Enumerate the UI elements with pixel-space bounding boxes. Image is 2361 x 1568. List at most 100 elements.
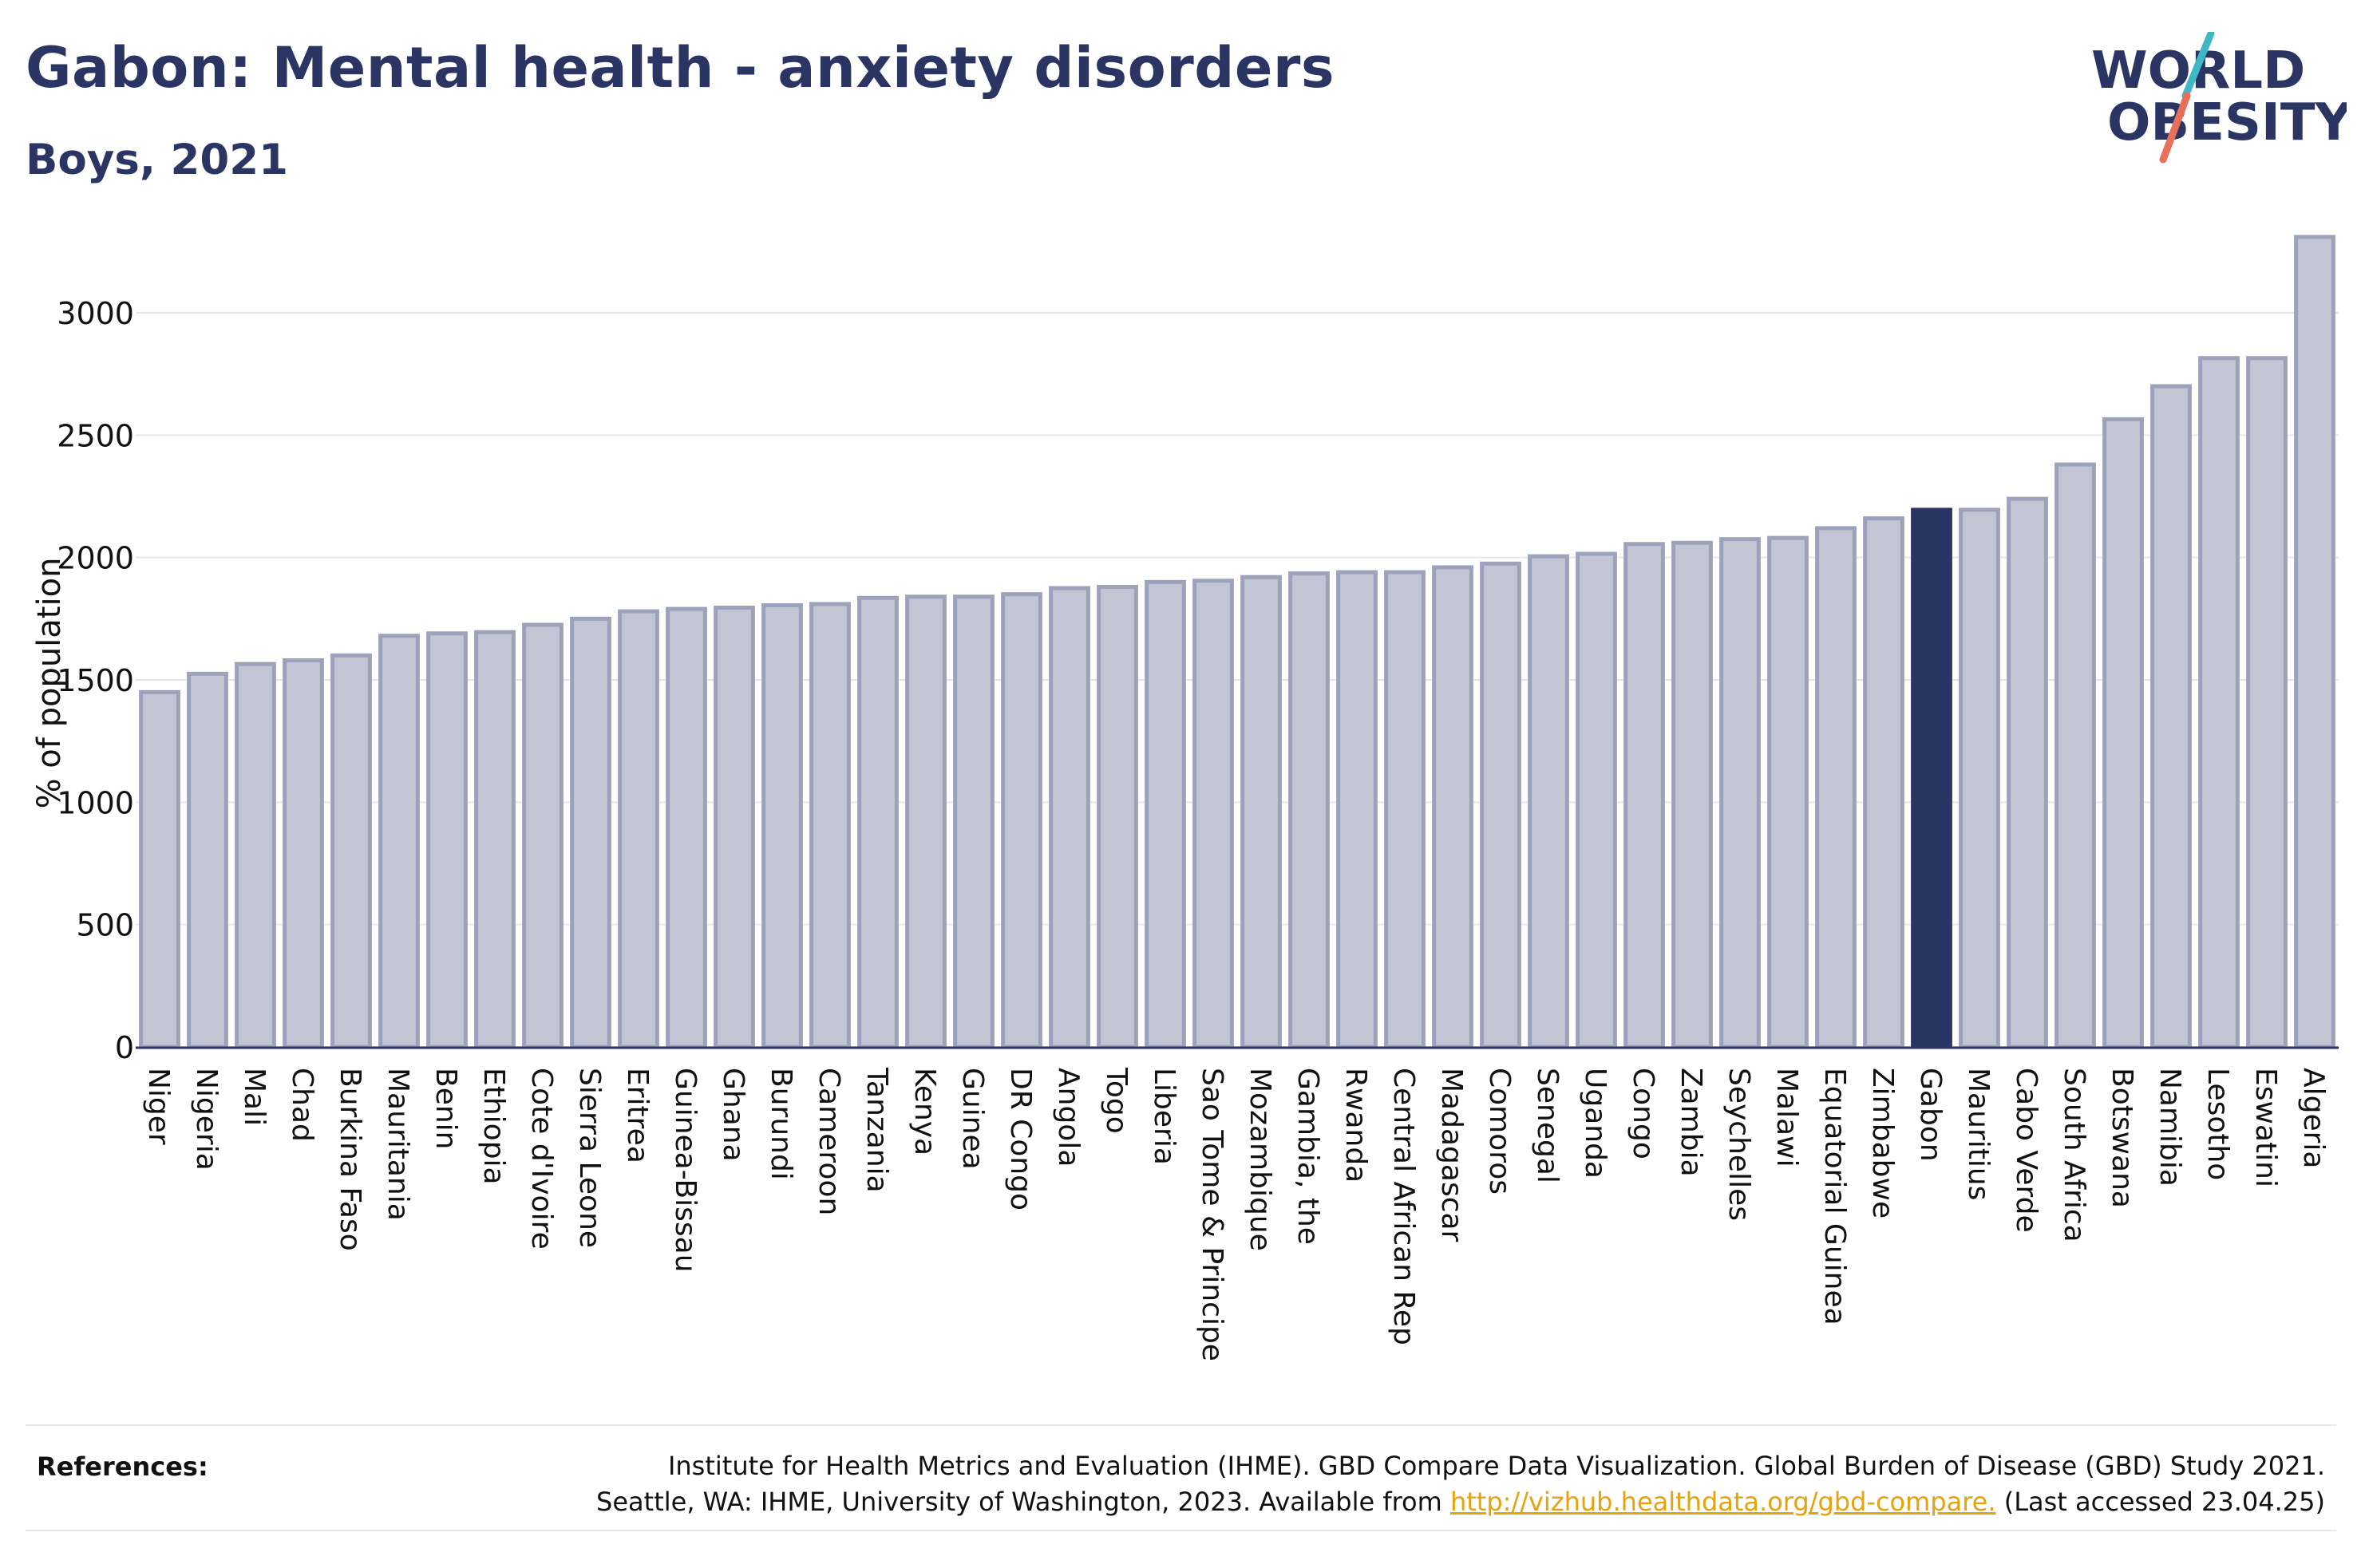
- x-tick-label: Angola: [1052, 1068, 1085, 1167]
- x-tick-label: Gabon: [1914, 1068, 1947, 1162]
- references-box: References: Institute for Health Metrics…: [26, 1424, 2336, 1531]
- bar-gabon: [1911, 508, 1952, 1049]
- logo-slash-coral: [2159, 92, 2191, 164]
- x-tick-label: Madagascar: [1435, 1068, 1468, 1242]
- x-tick-label: Senegal: [1531, 1068, 1564, 1183]
- x-tick-label: Rwanda: [1339, 1068, 1372, 1183]
- bar-central-african-rep: [1384, 570, 1426, 1049]
- bar-chart: 0 500 1000 1500 2000 2500 3000 Niger Nigeria Mal…: [31, 235, 2339, 1361]
- x-tick-label: Zambia: [1675, 1068, 1707, 1177]
- references-line1: Institute for Health Metrics and Evaluat…: [667, 1451, 2325, 1481]
- bar-dr-congo: [1001, 592, 1042, 1049]
- bar-angola: [1049, 586, 1090, 1049]
- x-tick-label: Guinea-Bissau: [669, 1068, 702, 1273]
- chart-subtitle: Boys, 2021: [26, 136, 288, 184]
- bar-sierra-leone: [570, 616, 611, 1049]
- bar-niger: [139, 689, 180, 1049]
- x-tick-label: Mauritania: [382, 1068, 414, 1221]
- x-tick-label: DR Congo: [1004, 1068, 1037, 1211]
- references-line2-suffix: (Last accessed 23.04.25): [1995, 1487, 2325, 1517]
- bar-mauritania: [378, 634, 420, 1049]
- x-tick-label: Malawi: [1770, 1068, 1803, 1167]
- bar-gambia-the: [1288, 571, 1330, 1049]
- x-tick-label: Togo: [1100, 1067, 1133, 1134]
- bar-tanzania: [857, 595, 899, 1049]
- x-tick-label: Nigeria: [190, 1068, 223, 1171]
- bar-nigeria: [187, 671, 228, 1049]
- bar-algeria: [2294, 235, 2335, 1049]
- x-tick-label: Burundi: [765, 1068, 797, 1180]
- bar-mozambique: [1240, 575, 1282, 1049]
- x-tick-label: Ethiopia: [477, 1068, 510, 1185]
- x-tick-label: Mozambique: [1244, 1068, 1276, 1251]
- bar-senegal: [1528, 554, 1569, 1049]
- x-tick-label: Zimbabwe: [1866, 1068, 1899, 1218]
- x-tick-label: Botswana: [2106, 1068, 2138, 1208]
- references-line2: Seattle, WA: IHME, University of Washing…: [596, 1484, 2325, 1520]
- references-link[interactable]: http://vizhub.healthdata.org/gbd-compare…: [1449, 1487, 1996, 1517]
- y-tick-label: 1500: [57, 663, 134, 698]
- bar-eswatini: [2246, 356, 2288, 1049]
- bar-ghana: [714, 606, 755, 1049]
- world-obesity-logo: WORLD OBESITY: [2091, 32, 2347, 164]
- y-tick-label: 0: [115, 1030, 134, 1065]
- x-tick-label: Burkina Faso: [334, 1068, 366, 1251]
- x-tick-label: Seychelles: [1722, 1068, 1755, 1221]
- bar-burkina-faso: [330, 653, 372, 1049]
- bar-guinea-bissau: [666, 606, 707, 1049]
- x-tick-label: Central African Rep: [1387, 1068, 1420, 1345]
- x-tick-label: Guinea: [956, 1068, 989, 1170]
- bar-kenya: [905, 594, 947, 1049]
- bar-equatorial-guinea: [1815, 526, 1857, 1049]
- bar-lesotho: [2198, 356, 2240, 1049]
- bar-zambia: [1671, 540, 1713, 1049]
- bar-comoros: [1480, 561, 1521, 1049]
- logo-line2: OBESITY: [2107, 93, 2347, 152]
- x-tick-label: Gambia, the: [1291, 1068, 1324, 1245]
- y-tick-label: 2500: [57, 418, 134, 453]
- bar-namibia: [2150, 384, 2192, 1049]
- x-tick-label: Lesotho: [2201, 1068, 2234, 1180]
- bar-rwanda: [1336, 570, 1378, 1049]
- x-tick-label: Equatorial Guinea: [1818, 1068, 1851, 1325]
- bars: [139, 235, 2335, 1049]
- references-line2-prefix: Seattle, WA: IHME, University of Washing…: [596, 1487, 1450, 1517]
- bar-uganda: [1576, 551, 1617, 1049]
- x-tick-label: Tanzania: [860, 1067, 893, 1193]
- x-tick-label: Eritrea: [621, 1068, 654, 1163]
- x-tick-label: Chad: [286, 1068, 318, 1142]
- x-tick-label: Mauritius: [1962, 1068, 1995, 1200]
- bar-cabo-verde: [2007, 496, 2048, 1049]
- bar-benin: [426, 631, 468, 1049]
- x-tick-label: Ghana: [717, 1068, 749, 1162]
- bar-eritrea: [618, 609, 659, 1049]
- x-tick-labels: Niger Nigeria Mali Chad Burkina Faso Mauritan…: [142, 1067, 2330, 1361]
- bar-botswana: [2102, 417, 2144, 1049]
- bar-seychelles: [1719, 537, 1761, 1049]
- bar-burundi: [761, 602, 803, 1049]
- bar-south-africa: [2055, 462, 2096, 1049]
- bar-sao-tome-principe: [1192, 579, 1234, 1049]
- x-tick-label: Sierra Leone: [573, 1068, 606, 1248]
- x-tick-label: Sao Tome & Principe: [1196, 1068, 1228, 1361]
- x-tick-label: Cabo Verde: [2010, 1068, 2043, 1233]
- references-label: References:: [37, 1451, 208, 1482]
- x-tick-label: Uganda: [1579, 1068, 1612, 1179]
- x-tick-label: Mali: [238, 1068, 271, 1126]
- x-tick-label: Comoros: [1483, 1068, 1516, 1195]
- x-tick-label: Cote d'Ivoire: [525, 1068, 558, 1250]
- y-tick-label: 1000: [57, 785, 134, 820]
- x-tick-label: Algeria: [2297, 1068, 2330, 1169]
- bar-madagascar: [1432, 565, 1473, 1049]
- y-axis-label: % of population: [31, 558, 68, 809]
- bar-guinea: [953, 594, 995, 1049]
- x-tick-label: Kenya: [908, 1068, 941, 1155]
- x-tick-label: Benin: [429, 1068, 462, 1149]
- x-tick-label: Cameroon: [813, 1068, 845, 1215]
- x-tick-label: Namibia: [2153, 1068, 2186, 1187]
- y-tick-labels: 0 500 1000 1500 2000 2500 3000: [57, 296, 134, 1065]
- bar-ethiopia: [474, 630, 516, 1049]
- y-tick-label: 3000: [57, 296, 134, 331]
- bar-liberia: [1145, 579, 1186, 1049]
- x-tick-label: Niger: [142, 1068, 175, 1145]
